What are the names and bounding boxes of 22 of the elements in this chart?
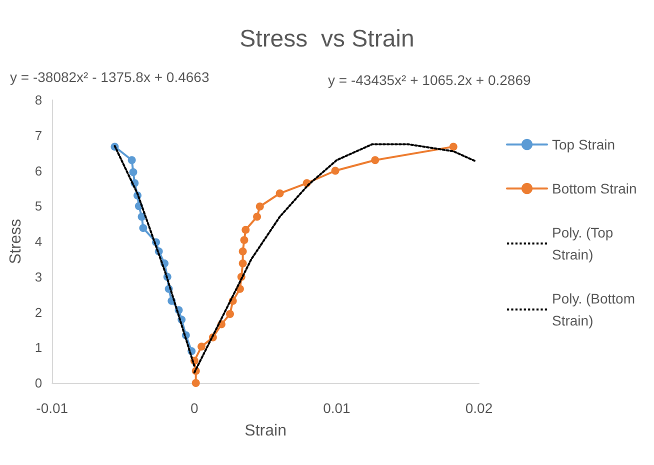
y-tick-label: 7: [34, 128, 42, 143]
y-tick-label: 6: [34, 163, 42, 178]
x-tick-label: -0.01: [36, 400, 68, 416]
legend-label: Poly. (Top Strain): [552, 224, 618, 262]
text: y = -38082x² - 1375.8x + 0.4663: [10, 69, 210, 85]
x-axis-title: Strain: [244, 422, 286, 440]
legend-label: Top Strain: [552, 136, 616, 152]
y-tick-label: 2: [34, 304, 42, 320]
y-tick-label: 0: [34, 376, 42, 390]
x-tick-label: 0.02: [465, 400, 493, 416]
legend-label: Poly. (Bottom Strain): [552, 290, 639, 328]
x-tick-label: 0: [190, 400, 199, 416]
x-tick-label: 0.01: [323, 400, 351, 416]
y-tick-label: 8: [34, 92, 42, 108]
y-tick-label: 1: [34, 340, 42, 356]
y-tick-label: 4: [34, 234, 42, 249]
y-tick-label: 3: [34, 269, 42, 284]
y-tick-label: 5: [34, 198, 42, 214]
text: y = -43435x² + 1065.2x + 0.2869: [328, 72, 531, 88]
y-axis-title: Stress: [8, 218, 24, 264]
chart-title: Stress vs Strain: [240, 26, 414, 52]
legend-label: Bottom Strain: [552, 180, 637, 196]
